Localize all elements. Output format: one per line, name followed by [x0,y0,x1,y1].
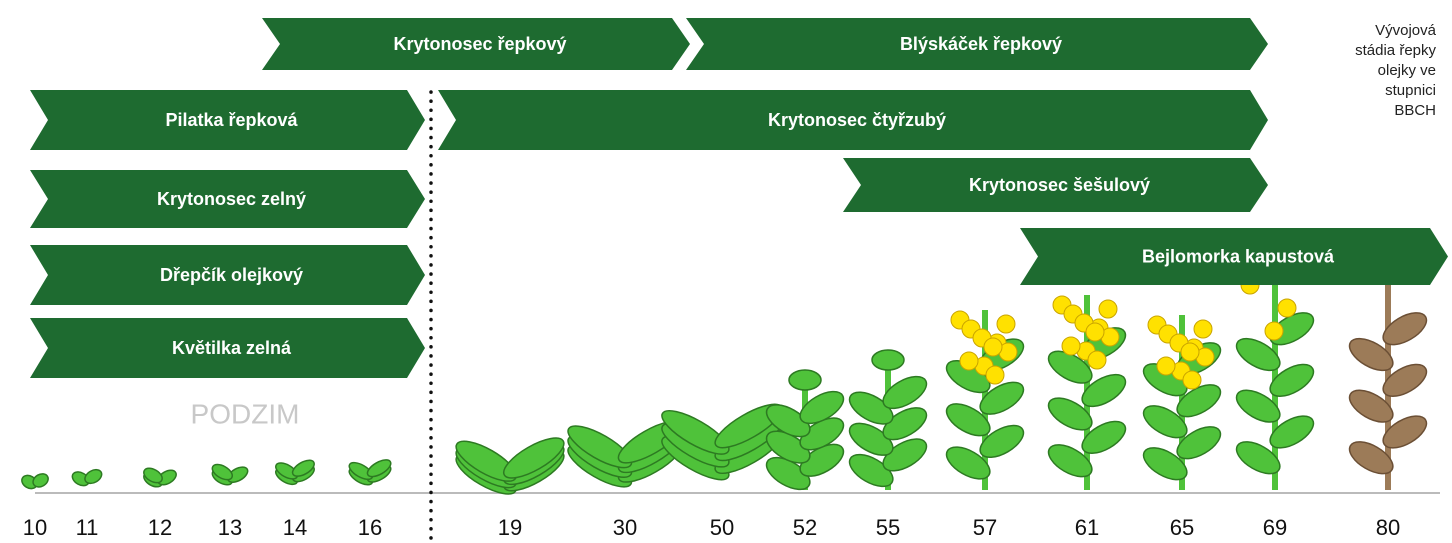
flower [1099,300,1117,318]
legend-line: BBCH [1394,102,1436,119]
flower [1088,351,1106,369]
stage-number: 10 [23,515,47,540]
plant [1344,275,1431,490]
flower [960,352,978,370]
stage-number: 69 [1263,515,1287,540]
stage-number: 80 [1376,515,1400,540]
stage-number: 14 [283,515,307,540]
plant [941,310,1028,490]
arrow-label: Dřepčík olejkový [160,265,303,285]
bud [789,370,821,390]
arrow-label: Květilka zelná [172,338,292,358]
plant [761,370,848,496]
stage-number: 61 [1075,515,1099,540]
stage-number: 52 [793,515,817,540]
arrow-label: Blýskáček řepkový [900,34,1062,54]
flower [1265,322,1283,340]
flower [1278,299,1296,317]
legend-line: olejky ve [1378,62,1436,79]
pest-arrow: Dřepčík olejkový [30,245,425,305]
arrow-label: Krytonosec řepkový [393,34,566,54]
stage-number: 16 [358,515,382,540]
plant [844,350,931,493]
flower [1181,343,1199,361]
arrow-label: Krytonosec čtyřzubý [768,110,946,130]
pest-arrow: Blýskáček řepkový [686,18,1268,70]
plant [451,431,569,502]
flower [997,315,1015,333]
season-label: PODZIM [191,398,300,429]
plant [273,457,317,488]
arrow-label: Bejlomorka kapustová [1142,246,1335,266]
stage-number: 30 [613,515,637,540]
stage-number: 11 [76,515,99,540]
diagram: PODZIM Krytonosec řepkový Blýskáček řepko… [0,0,1452,543]
pest-arrow: Pilatka řepková [30,90,425,150]
pest-arrow: Krytonosec řepkový [262,18,690,70]
plant [1043,295,1130,490]
plants [19,275,1431,501]
stage-number: 19 [498,515,522,540]
flower [986,366,1004,384]
pest-arrow: Krytonosec šešulový [843,158,1268,212]
flower [1157,357,1175,375]
plant [347,457,394,489]
pest-arrow: Krytonosec čtyřzubý [438,90,1268,150]
stage-number: 12 [148,515,172,540]
plant [70,467,104,489]
pest-arrow: Bejlomorka kapustová [1020,228,1448,285]
plant [19,471,50,491]
plant [141,465,178,490]
flower [984,338,1002,356]
flower [1194,320,1212,338]
stage-number: 50 [710,515,734,540]
legend-line: Vývojová [1375,22,1437,39]
pest-arrow: Květilka zelná [30,318,425,378]
stage-number: 13 [218,515,242,540]
pest-arrow: Krytonosec zelný [30,170,425,228]
stage-number: 57 [973,515,997,540]
stage-number: 55 [876,515,900,540]
flower [1086,323,1104,341]
plant [1138,315,1225,490]
flower [1062,337,1080,355]
plant [210,461,250,488]
arrow-label: Krytonosec šešulový [969,175,1150,195]
flower [1183,371,1201,389]
legend-line: stupnici [1385,82,1436,99]
arrow-label: Pilatka řepková [165,110,298,130]
plant [1231,275,1318,490]
legend-line: stádia řepky [1355,42,1436,59]
bud [872,350,904,370]
stage-number: 65 [1170,515,1194,540]
arrow-label: Krytonosec zelný [157,189,306,209]
